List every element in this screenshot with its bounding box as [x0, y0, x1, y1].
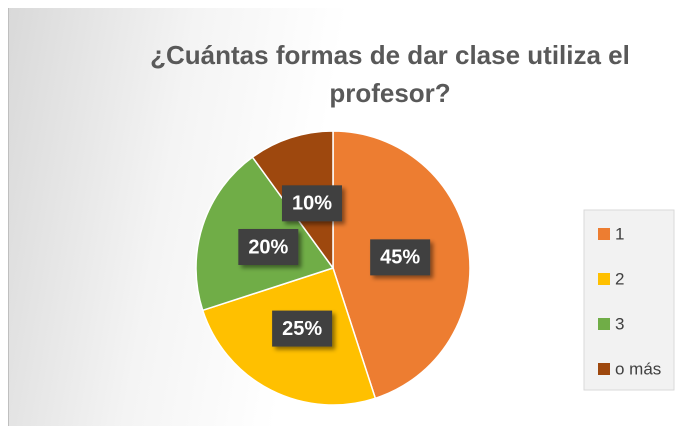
legend-label: 3 [615, 314, 624, 333]
data-label: 20% [248, 236, 288, 258]
legend-label: o más [615, 359, 661, 378]
legend-swatch [598, 273, 610, 285]
legend-label: 1 [615, 224, 624, 243]
data-label-box [238, 228, 299, 265]
data-label: 25% [282, 318, 322, 340]
data-label-box [272, 310, 333, 347]
chart-title: ¿Cuántas formas de dar clase utiliza el … [150, 40, 630, 108]
data-label-box [281, 185, 342, 222]
legend-swatch [598, 363, 610, 375]
data-label: 45% [380, 247, 420, 269]
legend-swatch [598, 228, 610, 240]
legend-swatch [598, 318, 610, 330]
legend-label: 2 [615, 269, 624, 288]
data-label: 10% [292, 193, 332, 215]
data-label-box [370, 239, 431, 276]
